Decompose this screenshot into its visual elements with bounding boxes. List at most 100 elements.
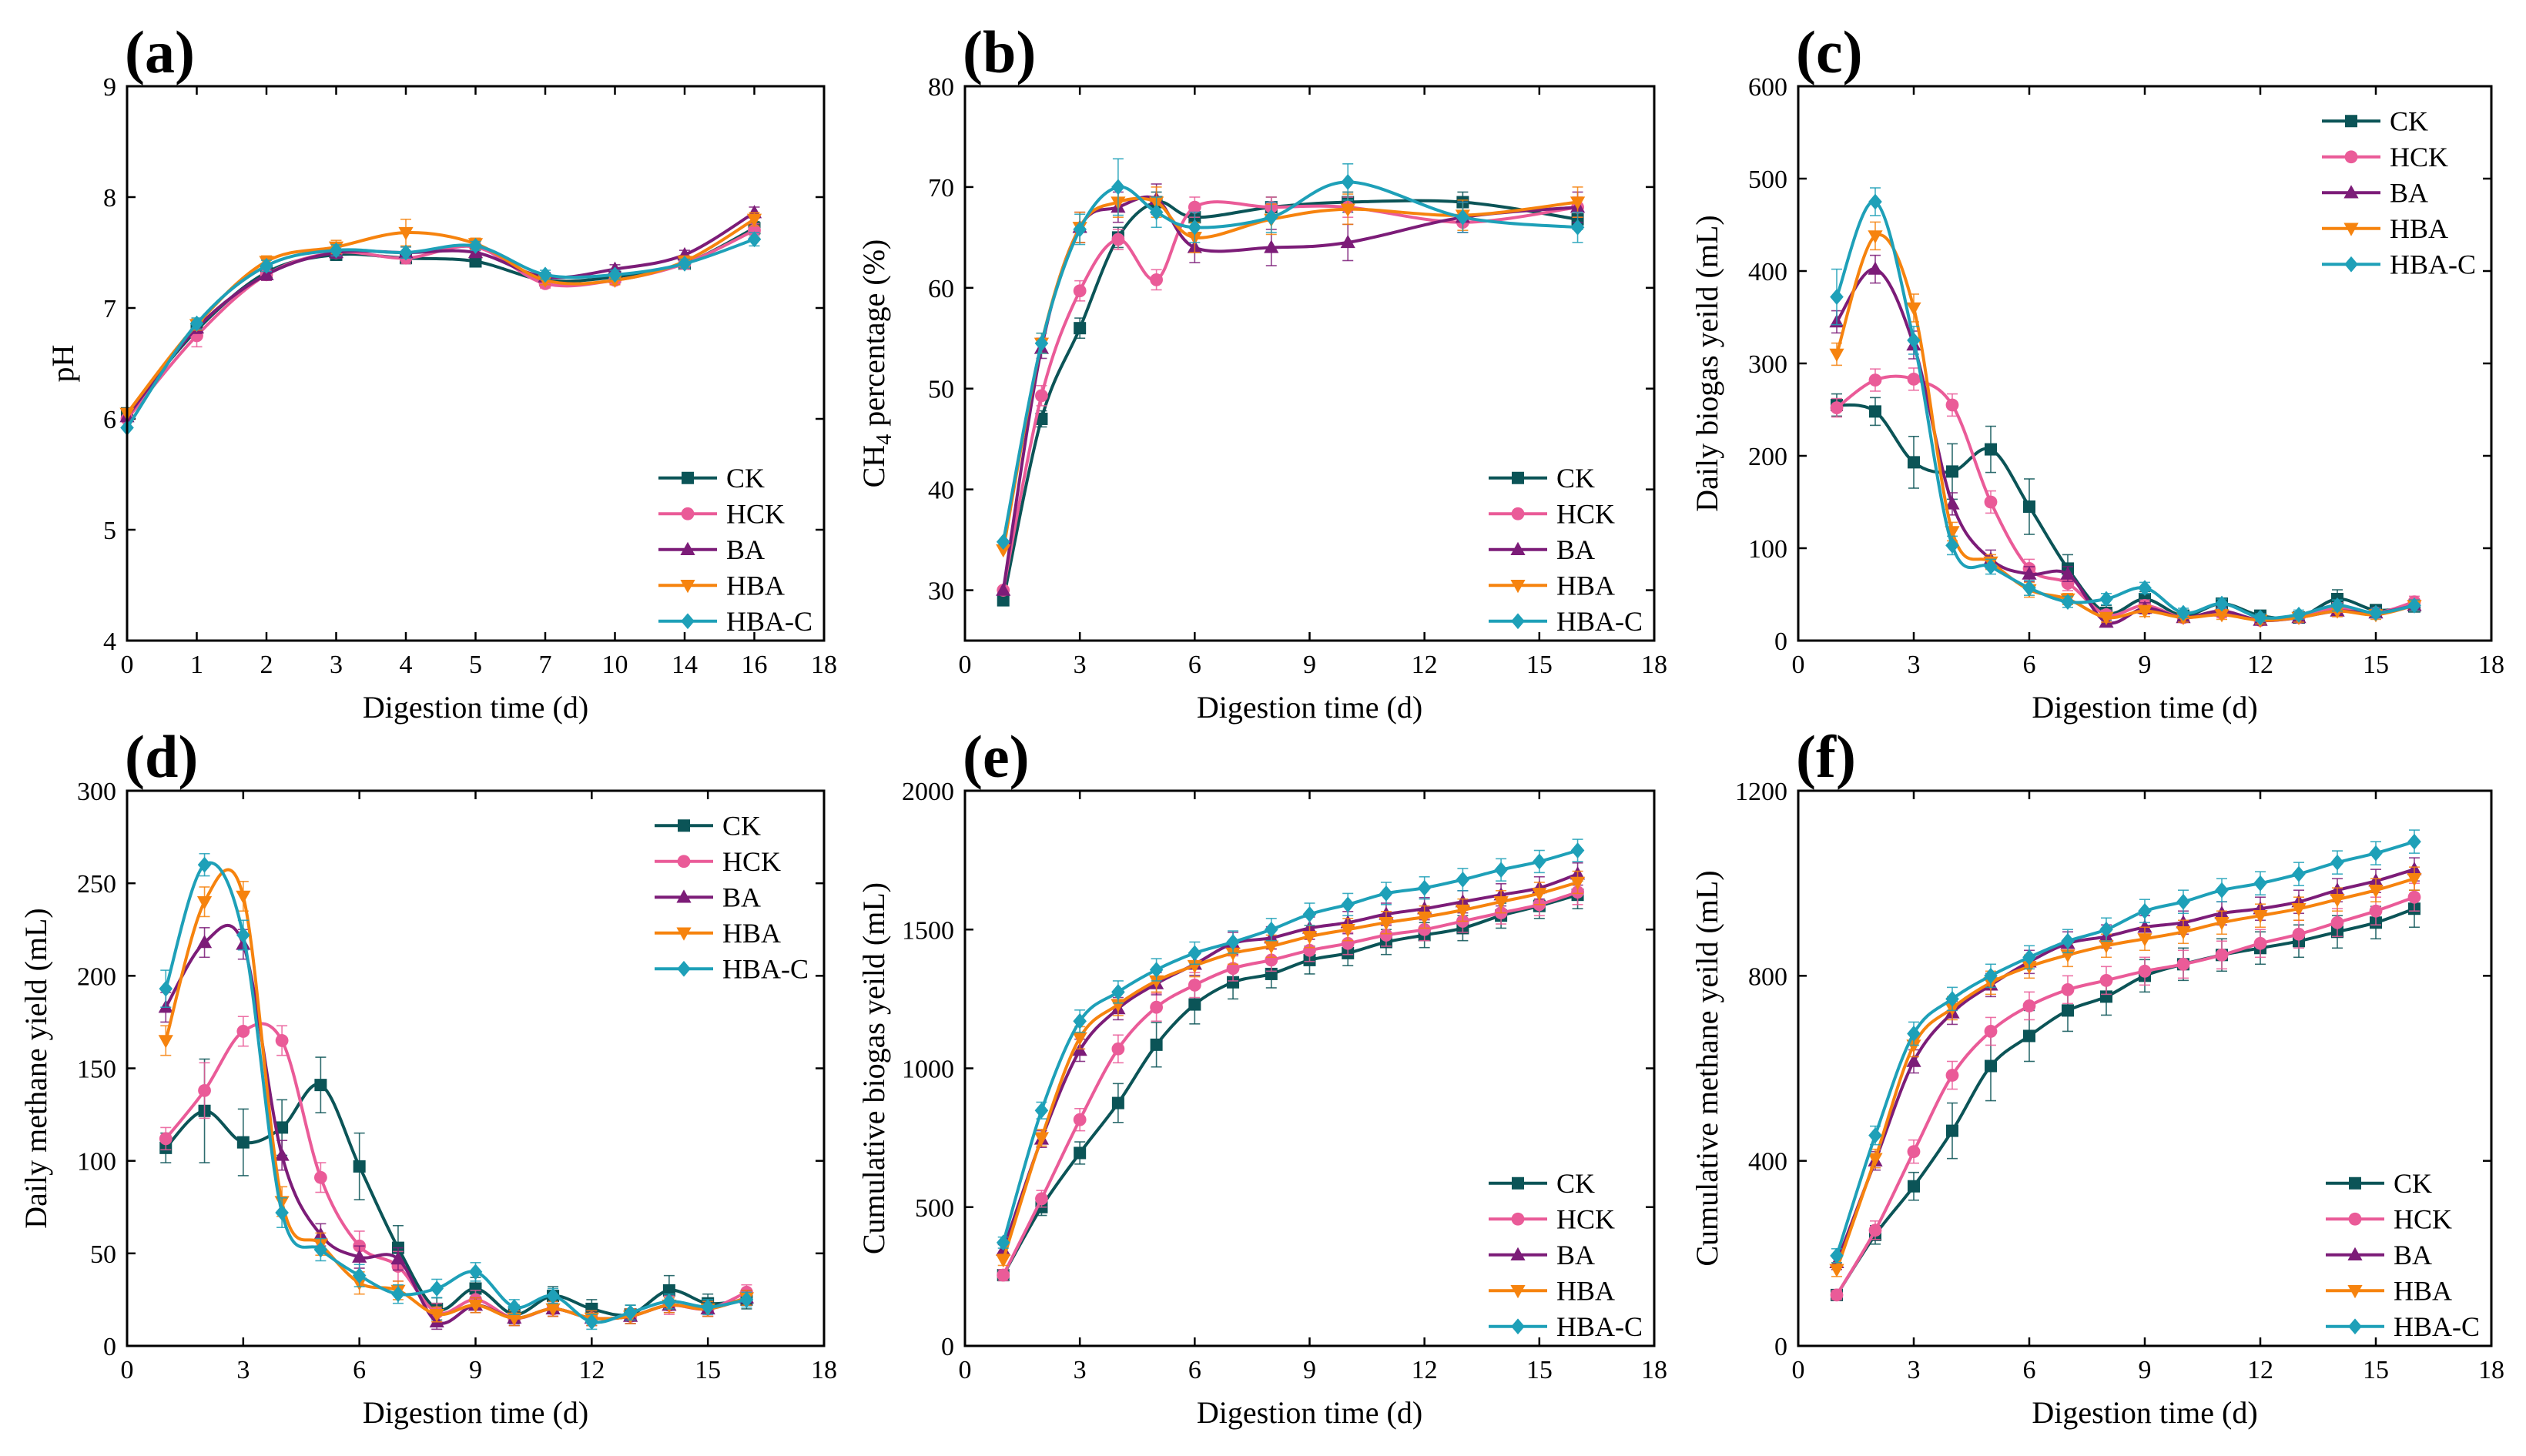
data-point xyxy=(1111,233,1125,246)
data-point xyxy=(2061,594,2075,610)
data-point xyxy=(274,1147,290,1161)
x-tick-label: 6 xyxy=(2023,1356,2036,1384)
data-point xyxy=(1035,413,1048,425)
y-tick-label: 500 xyxy=(1748,166,1787,194)
plot-frame xyxy=(126,85,826,642)
data-point xyxy=(1984,558,1998,575)
data-point xyxy=(1340,203,1355,217)
x-axis-title: Digestion time (d) xyxy=(1197,690,1422,725)
data-point xyxy=(996,1234,1010,1251)
data-point xyxy=(2061,932,2075,949)
x-axis-title: Digestion time (d) xyxy=(363,1395,588,1430)
plot-frame xyxy=(1797,789,2493,1347)
data-point xyxy=(1417,879,1432,896)
y-tick-label: 0 xyxy=(103,1333,116,1361)
data-point xyxy=(1379,929,1393,942)
axes: 0 3 6 9 12 15 18 0 400 800 1200 xyxy=(1735,778,2504,1384)
data-point xyxy=(1830,289,1844,305)
data-point xyxy=(159,1132,173,1146)
data-point xyxy=(2137,933,2152,947)
axes: 0 3 6 9 12 15 18 30 40 50 60 70 80 xyxy=(928,73,1667,679)
y-tick-label: 70 xyxy=(928,174,954,203)
y-tick-label: 40 xyxy=(928,477,954,505)
plot-frame xyxy=(963,85,1656,642)
legend-label: HBA-C xyxy=(1556,1311,1643,1342)
data-point xyxy=(1570,876,1586,890)
legend-marker xyxy=(676,889,692,903)
data-point xyxy=(197,856,212,873)
legend-marker xyxy=(1510,1247,1526,1260)
y-tick-label: 8 xyxy=(103,184,116,213)
axes: 0 1 2 3 4 5 7 10 14 16 18 4 5 6 7 8 9 xyxy=(103,73,837,679)
legend-marker xyxy=(1511,1212,1525,1226)
series-ba xyxy=(158,923,755,1330)
data-point xyxy=(997,1268,1010,1282)
series-line xyxy=(126,237,755,429)
data-point xyxy=(275,1034,289,1047)
legend-label: HBA xyxy=(722,918,781,949)
data-point xyxy=(2023,1029,2035,1043)
data-point xyxy=(2061,982,2075,996)
data-point xyxy=(2292,865,2306,882)
data-point xyxy=(329,242,343,259)
legend-marker xyxy=(2344,256,2358,273)
data-point xyxy=(1907,1026,1921,1042)
x-tick-label: 6 xyxy=(2023,651,2036,679)
legend-marker xyxy=(2347,1247,2363,1260)
data-point xyxy=(1150,1038,1163,1051)
data-point xyxy=(2022,949,2036,966)
data-point xyxy=(1150,1000,1164,1014)
data-point xyxy=(2253,875,2267,892)
data-point xyxy=(1264,940,1279,954)
data-point xyxy=(196,896,213,910)
data-point xyxy=(585,1314,599,1330)
data-point xyxy=(996,534,1010,551)
data-point xyxy=(399,244,413,261)
data-point xyxy=(2215,882,2229,899)
series-ba xyxy=(1829,254,2422,628)
data-point xyxy=(1418,922,1432,936)
legend-marker xyxy=(1510,541,1526,555)
series-line xyxy=(164,1083,747,1317)
data-point xyxy=(1830,1247,1844,1264)
data-point xyxy=(468,1264,483,1280)
y-axis-title-main: CH xyxy=(856,445,891,488)
x-tick-label: 2 xyxy=(260,651,273,679)
data-point xyxy=(236,927,250,943)
data-point xyxy=(996,582,1011,596)
legend-label: HCK xyxy=(2390,142,2448,172)
data-point xyxy=(1074,322,1087,335)
data-point xyxy=(1868,193,1882,210)
series-line xyxy=(1835,907,2415,1296)
x-tick-label: 15 xyxy=(2363,651,2389,679)
chart-panel-d: (d) 0 3 6 9 12 15 18 0 50 100 150 200 250 300 Digestion… xyxy=(18,723,837,1430)
data-point xyxy=(1264,209,1278,226)
data-point xyxy=(678,256,692,272)
legend-label: HCK xyxy=(722,846,781,877)
y-tick-label: 1500 xyxy=(902,916,954,945)
legend-label: CK xyxy=(1556,1168,1595,1199)
data-point xyxy=(1111,983,1125,1000)
legend-marker xyxy=(2343,185,2359,199)
data-point xyxy=(1907,373,1921,386)
data-point xyxy=(1379,885,1393,902)
data-point xyxy=(198,1083,211,1097)
series-ck xyxy=(159,1056,753,1324)
data-point xyxy=(1830,1288,1844,1302)
x-tick-label: 3 xyxy=(1908,651,1921,679)
x-tick-label: 18 xyxy=(1641,651,1667,679)
legend-marker xyxy=(681,507,695,520)
data-point xyxy=(1074,1146,1087,1160)
plot-frame xyxy=(126,789,826,1347)
data-point xyxy=(546,1287,560,1304)
data-point xyxy=(2023,500,2035,513)
series-line xyxy=(126,211,755,418)
data-point xyxy=(2253,910,2268,924)
y-tick-label: 2000 xyxy=(902,778,954,806)
x-tick-label: 18 xyxy=(2478,651,2504,679)
y-tick-label: 50 xyxy=(90,1240,116,1269)
data-point xyxy=(1946,465,1958,478)
data-point xyxy=(1034,335,1049,352)
x-tick-label: 3 xyxy=(236,1356,250,1384)
legend-marker xyxy=(2349,1177,2361,1190)
